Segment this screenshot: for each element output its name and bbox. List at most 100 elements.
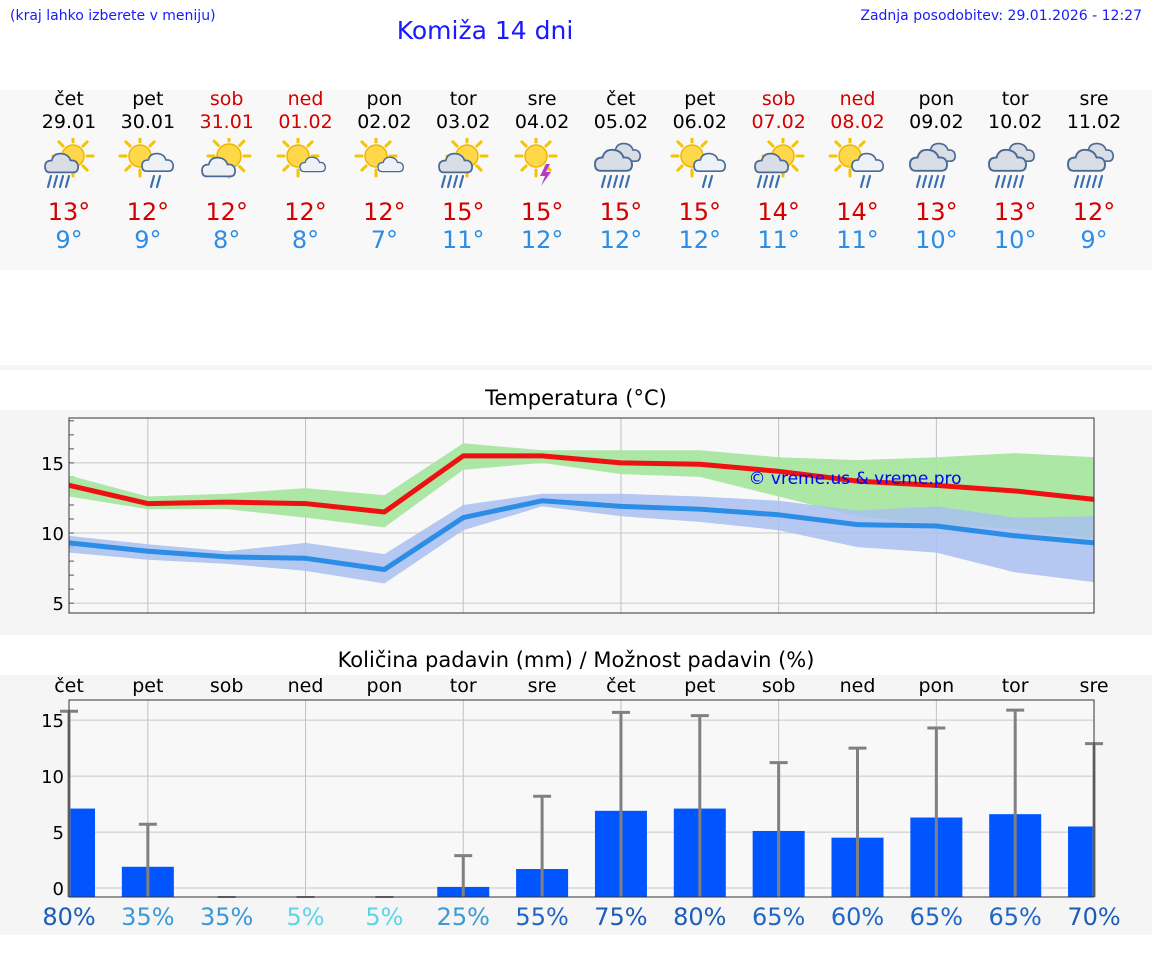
page-title: Komiža 14 dni — [396, 16, 574, 45]
day-name: ned — [839, 88, 876, 110]
precip-probability: 5% — [286, 903, 325, 931]
min-temp: 8° — [213, 226, 241, 254]
last-update: Zadnja posodobitev: 29.01.2026 - 12:27 — [860, 8, 1142, 24]
temperature-chart: 5 10 15 © vreme.us & vreme.pro — [41, 417, 1095, 615]
precip-day-label: ned — [839, 675, 876, 697]
min-temp: 10° — [993, 226, 1037, 254]
sun-small-cloud-icon — [266, 138, 346, 196]
separator-band — [0, 365, 1152, 370]
max-temp-range — [69, 443, 1095, 539]
day-name: pon — [918, 88, 955, 110]
max-temp: 15° — [520, 198, 564, 226]
day-name: sob — [761, 88, 796, 110]
min-temp: 11° — [836, 226, 879, 254]
day-name: pon — [366, 88, 403, 110]
min-temp: 9° — [134, 226, 162, 254]
min-temp: 9° — [55, 226, 83, 254]
precip-day-label: tor — [1001, 675, 1029, 697]
precip-day-label: sob — [209, 675, 244, 697]
precip-probability: 25% — [436, 903, 490, 931]
day-name: tor — [449, 88, 477, 110]
max-temp: 15° — [678, 198, 722, 226]
day-date: 09.02 — [909, 111, 964, 133]
y-tick-label: 5 — [53, 823, 64, 844]
day-name: ned — [287, 88, 324, 110]
precip-probability: 65% — [909, 903, 964, 931]
day-date: 10.02 — [987, 111, 1043, 133]
plot-frame — [68, 417, 1095, 614]
max-temp: 14° — [757, 198, 800, 226]
max-temp: 12° — [205, 198, 248, 226]
min-temp: 11° — [441, 226, 485, 254]
precip-probability: 65% — [988, 903, 1042, 931]
min-temp: 12° — [599, 226, 643, 254]
precip-probability: 55% — [515, 903, 569, 931]
precip-probability: 35% — [121, 903, 175, 931]
precip-day-label: pon — [918, 675, 955, 697]
day-date: 08.02 — [830, 111, 885, 133]
temperature-chart-title: Temperatura (°C) — [485, 386, 667, 410]
min-temp: 12° — [678, 226, 722, 254]
y-tick-label: 5 — [53, 594, 64, 615]
precip-day-label: pet — [684, 675, 716, 697]
sun-cloud-rain-icon — [739, 138, 819, 196]
precip-probability: 60% — [830, 903, 885, 931]
y-tick-label: 15 — [41, 454, 64, 475]
precip-bar — [1068, 826, 1094, 897]
precip-day-label: pet — [132, 675, 164, 697]
cloud-heavy-rain-icon — [581, 138, 661, 196]
day-date: 03.02 — [436, 111, 491, 133]
max-temp: 12° — [363, 198, 406, 226]
min-temp: 11° — [757, 226, 800, 254]
min-temp: 12° — [520, 226, 564, 254]
watermark: © vreme.us & vreme.pro — [748, 469, 961, 489]
day-name: sre — [1079, 88, 1109, 110]
max-temp: 13° — [47, 198, 91, 226]
cloud-heavy-rain-icon — [896, 138, 976, 196]
min-temp: 9° — [1080, 226, 1108, 254]
plot-frame — [68, 699, 1095, 898]
sun-cloud-light-rain-icon — [818, 138, 898, 196]
precip-probability: 70% — [1067, 903, 1121, 931]
sun-cloud-rain-icon — [29, 138, 109, 196]
y-tick-label: 0 — [53, 879, 64, 900]
precip-day-label: čet — [606, 675, 636, 697]
cloud-heavy-rain-icon — [1054, 138, 1134, 196]
precip-day-label: čet — [54, 675, 84, 697]
max-temp: 13° — [993, 198, 1037, 226]
forecast-band — [0, 90, 1152, 270]
sun-thunder-icon — [502, 138, 582, 196]
day-date: 01.02 — [278, 111, 333, 133]
max-temp: 14° — [836, 198, 879, 226]
precip-probability: 80% — [42, 903, 96, 931]
precipitation-chart: 0 5 10 15 — [41, 699, 1104, 900]
sun-cloud-rain-icon — [423, 138, 503, 196]
sun-cloud-light-rain-icon — [660, 138, 740, 196]
min-temp-line — [68, 498, 1095, 573]
max-temp: 12° — [284, 198, 327, 226]
day-date: 06.02 — [672, 111, 727, 133]
day-date: 29.01 — [41, 111, 97, 133]
min-temp: 7° — [370, 226, 399, 254]
y-tick-label: 10 — [41, 767, 64, 788]
day-date: 07.02 — [751, 111, 806, 133]
day-name: čet — [606, 88, 636, 110]
day-name: sre — [527, 88, 557, 110]
min-temp: 10° — [915, 226, 958, 254]
sun-cloud-icon — [187, 138, 267, 196]
precip-day-label: sre — [1079, 675, 1109, 697]
precip-bar — [69, 808, 95, 897]
day-name: čet — [54, 88, 84, 110]
day-name: pet — [132, 88, 164, 110]
precip-day-label: sre — [527, 675, 557, 697]
precip-day-label: ned — [287, 675, 324, 697]
location-menu-hint[interactable]: (kraj lahko izberete v meniju) — [10, 8, 216, 24]
precip-day-label: pon — [366, 675, 403, 697]
precip-day-label: sob — [761, 675, 796, 697]
precip-probability: 75% — [594, 903, 648, 931]
precip-day-label: tor — [449, 675, 477, 697]
precip-probability: 5% — [365, 903, 404, 931]
day-date: 02.02 — [357, 111, 412, 133]
y-tick-label: 15 — [41, 711, 64, 732]
day-date: 11.02 — [1066, 111, 1122, 133]
